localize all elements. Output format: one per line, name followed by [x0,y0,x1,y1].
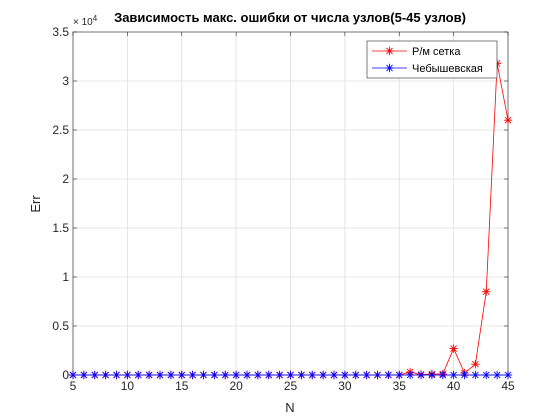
series-chebyshev [68,370,513,380]
axis-ticks: 5 10 15 20 25 30 35 40 45 0 0.5 1 1.5 2 2.5 3 3.5 [52,25,515,393]
data-point [68,370,78,380]
data-point [318,370,328,380]
data-point [503,370,513,380]
legend-label: Р/м сетка [412,46,461,58]
data-point [264,370,273,380]
data-point [351,370,360,380]
data-point [79,370,89,380]
data-point [231,370,241,380]
data-point [275,370,284,380]
x-tick-label: 25 [284,379,298,393]
data-point [112,370,121,380]
data-point [471,370,480,380]
y-axis-exponent: × 104 [73,14,98,28]
data-point [384,370,393,380]
data-point [460,370,469,380]
data-point [492,370,502,380]
legend-marker [385,63,394,73]
data-point [362,370,371,380]
data-point [340,370,350,380]
data-point [308,370,317,380]
legend-item: Р/м сетка [372,46,461,58]
x-tick-label: 15 [175,379,189,393]
x-tick-label: 10 [121,379,135,393]
data-point [395,370,404,380]
data-point [373,370,382,380]
data-point [286,370,295,380]
data-point [253,370,263,380]
data-point [188,370,197,380]
x-tick-label: 20 [229,379,243,393]
data-point [405,370,415,380]
x-axis-label: N [285,400,294,415]
data-point [503,116,513,125]
chart-title: Зависимость макс. ошибки от числа узлов(… [114,10,466,25]
x-tick-label: 35 [393,379,407,393]
chart-legend: Р/м сетка Чебышевская [366,40,498,79]
y-tick-label: 2 [62,172,69,186]
data-point [134,370,143,380]
data-point [297,370,306,380]
legend-box [366,40,498,79]
y-axis-label: Err [28,195,43,213]
y-tick-label: 2.5 [52,123,69,137]
data-point [482,287,491,296]
data-point [90,370,99,380]
y-tick-label: 0 [62,368,69,382]
data-point [427,370,437,380]
data-point [221,370,230,380]
y-tick-label: 3.5 [52,25,69,39]
data-point [123,370,132,380]
data-point [166,370,176,380]
legend-item: Чебышевская [372,63,483,75]
legend-label: Чебышевская [412,63,483,75]
data-point [329,370,339,380]
data-point [438,370,447,380]
y-tick-label: 1.5 [52,221,69,235]
data-point [210,370,219,380]
plot-series [68,59,513,380]
data-point [482,370,491,380]
data-point [449,370,458,380]
y-tick-label: 3 [62,74,69,88]
x-tick-label: 45 [501,379,515,393]
y-tick-label: 1 [62,270,69,284]
x-tick-label: 40 [447,379,461,393]
data-point [199,370,208,380]
data-point [101,370,110,380]
data-point [155,370,165,380]
data-point [449,344,458,353]
data-point [177,370,186,380]
data-point [416,370,426,380]
x-tick-label: 5 [70,379,77,393]
data-point [144,370,154,380]
x-tick-label: 30 [338,379,352,393]
legend-marker [385,46,394,56]
data-point [242,370,252,380]
data-point [471,360,480,369]
y-tick-label: 0.5 [52,319,69,333]
